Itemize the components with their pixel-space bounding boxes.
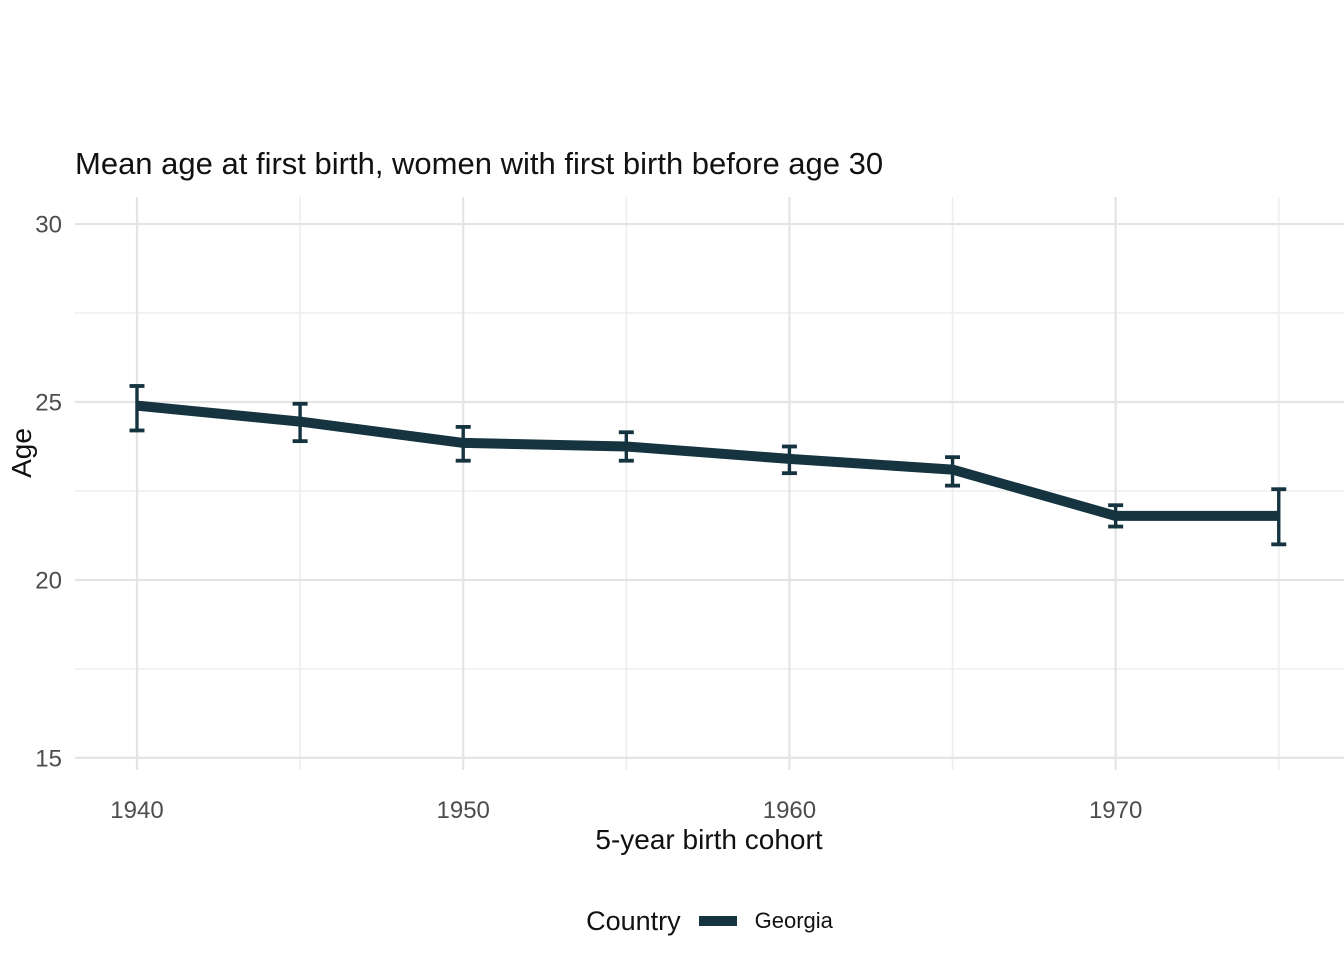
gridlines-major xyxy=(75,197,1344,770)
y-axis-label: Age xyxy=(6,428,37,478)
x-tick-label: 1950 xyxy=(437,797,490,824)
gridlines-minor xyxy=(75,197,1344,770)
x-tick-labels: 1940 1950 1960 1970 xyxy=(110,797,1142,824)
chart-title: Mean age at first birth, women with firs… xyxy=(75,146,884,181)
data-line-layer xyxy=(136,400,1279,521)
y-tick-labels: 15 20 25 30 xyxy=(35,212,62,773)
y-tick-label: 25 xyxy=(35,389,62,416)
data-line-georgia xyxy=(136,400,1279,521)
y-tick-label: 15 xyxy=(35,745,62,772)
chart-svg: 1940 1950 1960 1970 15 20 25 30 5-year birth c… xyxy=(6,197,1344,855)
legend-swatch-georgia-icon xyxy=(698,916,737,926)
legend-item-label: Georgia xyxy=(754,908,833,933)
x-tick-label: 1940 xyxy=(110,797,163,824)
y-tick-label: 20 xyxy=(35,567,62,594)
x-tick-label: 1970 xyxy=(1089,797,1142,824)
x-axis-label: 5-year birth cohort xyxy=(595,824,822,855)
x-tick-label: 1960 xyxy=(763,797,816,824)
y-tick-label: 30 xyxy=(35,212,62,239)
legend: Country Georgia xyxy=(75,898,1344,944)
legend-title: Country xyxy=(586,905,681,936)
error-bars xyxy=(129,384,1287,547)
